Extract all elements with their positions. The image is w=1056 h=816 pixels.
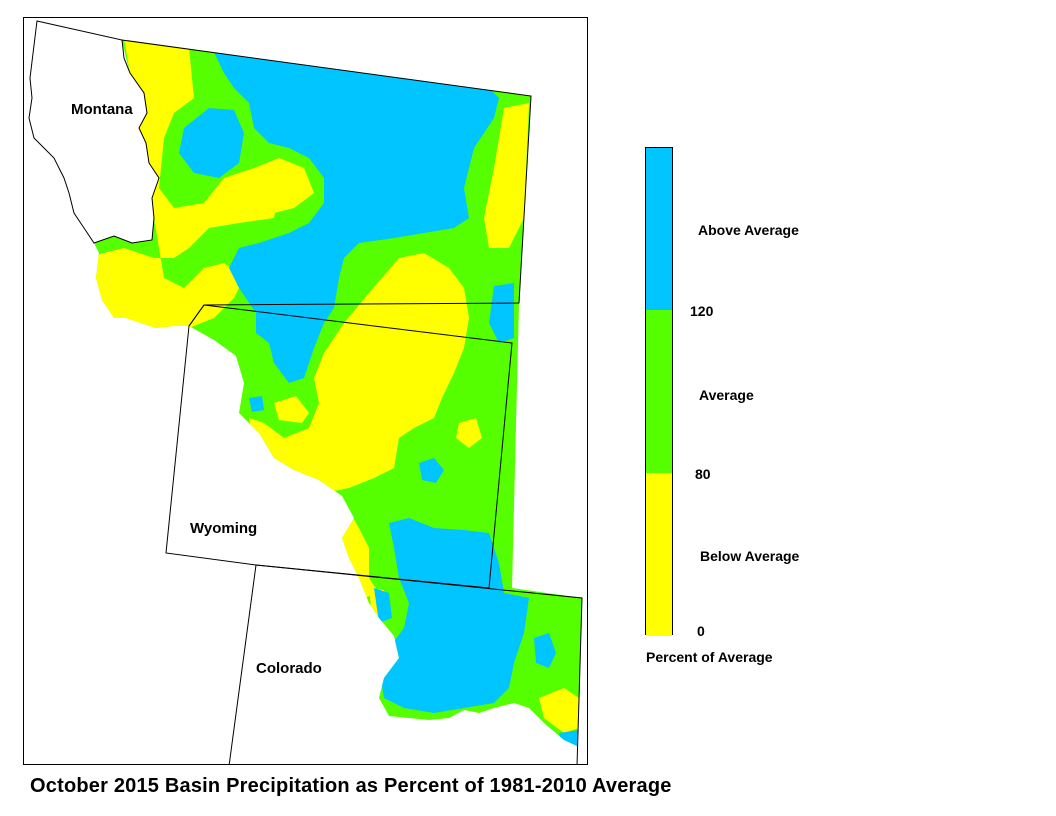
above-average-region	[489, 283, 514, 343]
below-average-region	[539, 688, 579, 733]
above-average-region	[419, 458, 444, 483]
state-label-wyoming: Wyoming	[190, 520, 258, 537]
legend-break-0: 0	[697, 623, 705, 639]
legend-break-120: 120	[690, 303, 714, 319]
below-average-region	[456, 418, 482, 448]
above-average-region	[379, 518, 529, 713]
above-average-region	[249, 396, 264, 412]
below-average-region	[274, 396, 309, 423]
legend-label-above: Above Average	[698, 222, 799, 238]
legend-title: Percent of Average	[646, 649, 773, 665]
state-label-montana: Montana	[71, 101, 133, 118]
above-average-region	[534, 633, 556, 668]
legend-label-average: Average	[699, 387, 754, 403]
map-title: October 2015 Basin Precipitation as Perc…	[30, 775, 672, 797]
legend-color-bar	[645, 147, 673, 636]
state-boundaries	[28, 20, 583, 764]
below-average-region	[484, 103, 529, 248]
legend-swatch-below	[646, 473, 672, 636]
legend-swatch-average	[646, 310, 672, 473]
below-average-region	[249, 253, 469, 493]
above-average-region	[179, 108, 244, 178]
above-average-region	[559, 730, 579, 746]
map-frame	[23, 17, 588, 765]
below-average-region	[254, 158, 314, 213]
colorado-outline	[228, 564, 583, 764]
montana-outline	[28, 20, 160, 244]
above-average-region	[374, 588, 392, 623]
legend-swatch-above	[646, 148, 672, 310]
state-label-colorado: Colorado	[256, 660, 322, 677]
above-average-region	[212, 48, 499, 383]
legend-label-below: Below Average	[700, 548, 800, 564]
basin-shading	[94, 40, 582, 746]
legend-break-80: 80	[695, 466, 711, 482]
precipitation-map	[28, 20, 583, 764]
